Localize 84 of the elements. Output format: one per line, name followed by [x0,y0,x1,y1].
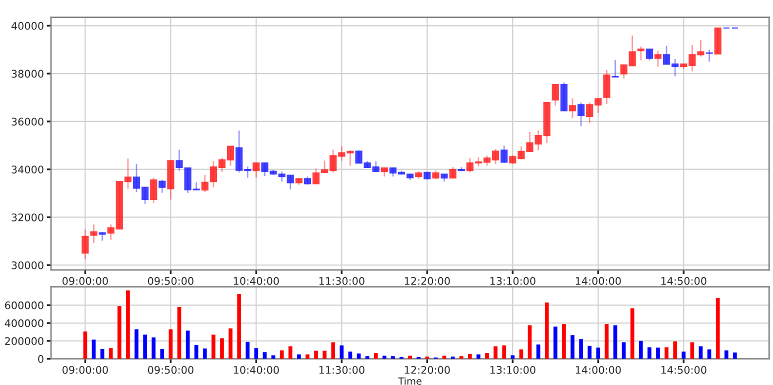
bar [246,342,250,359]
bar [134,329,138,359]
x-tick-label: 09:00:00 [62,277,108,285]
bar [733,352,737,359]
bar [613,325,618,359]
bar [485,353,489,359]
y-tick-label: 600000 [5,301,44,310]
bar [494,346,498,359]
y-tick-label: 200000 [5,337,44,346]
bar [391,356,395,359]
bar [682,352,686,359]
y-tick-label: 0 [38,355,44,363]
x-tick-label: 14:00:00 [576,366,621,374]
x-tick-label: 14:50:00 [661,277,706,285]
bar [648,347,652,359]
bar [604,324,609,359]
bar [510,355,515,359]
bar [408,356,412,359]
bar [83,332,88,359]
bar [562,324,566,359]
x-tick-label: 10:40:00 [234,277,279,285]
y-tick-label: 32000 [12,213,44,222]
y-tick-label: 40000 [11,22,44,30]
x-tick-label: 09:50:00 [148,277,194,285]
bar [202,348,207,359]
x-tick-label: 14:00:00 [576,277,621,285]
y-tick-label: 34000 [12,166,44,174]
y-tick-label: 36000 [12,118,44,126]
bar [468,354,472,359]
y-tick-label: 400000 [4,319,44,328]
bar [502,345,506,359]
bar [664,347,668,359]
bar [177,306,182,359]
bar [570,335,574,359]
bar [382,356,386,359]
y-tick-label: 30000 [12,261,44,270]
bar [194,344,198,359]
bar [322,350,326,359]
bar [220,338,224,359]
x-tick-label: 13:10:00 [490,277,536,285]
bar [459,356,464,359]
bar [108,348,113,359]
bar [724,350,728,359]
bar [630,308,634,359]
bar [656,348,660,359]
x-tick-label: 12:20:00 [404,366,450,374]
x-tick-label: 14:50:00 [661,366,706,374]
x-tick-label: 10:40:00 [234,366,279,374]
bar [476,354,480,359]
bar [212,334,216,359]
x-tick-label: 09:00:00 [62,366,108,374]
x-tick-label: 11:30:00 [319,277,364,285]
bar [186,330,190,359]
x-tick-label: 13:10:00 [490,366,536,374]
bar [365,356,370,359]
bar [716,298,720,359]
bar [280,350,284,359]
bar [528,325,532,359]
bar [92,340,96,359]
bar [126,290,130,359]
bar [553,326,558,359]
bar [228,328,232,359]
y-tick-label: 38000 [12,70,44,78]
bar [117,306,122,359]
x-tick-label: 11:30:00 [319,366,364,374]
bar [237,294,242,359]
bar [314,350,318,359]
bar [160,348,164,359]
bar [152,337,156,359]
bar [579,339,583,359]
bar [673,341,678,359]
bar [143,334,147,359]
bar [638,340,643,359]
x-tick-label: 09:50:00 [148,366,194,374]
bar [288,346,292,359]
bar [596,348,600,359]
bar [331,342,336,359]
bar [588,346,592,359]
x-axis-title: Time [398,377,422,385]
bar [297,354,301,359]
bar [544,302,549,359]
bar [374,353,378,359]
bar [306,354,310,359]
x-tick-label: 12:20:00 [404,277,450,285]
